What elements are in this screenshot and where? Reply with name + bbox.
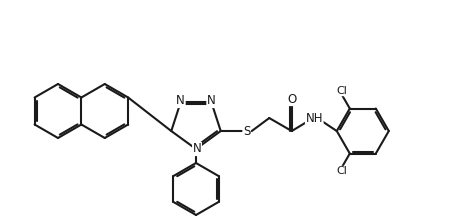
Text: N: N xyxy=(207,95,216,107)
Text: N: N xyxy=(193,142,201,155)
Text: NH: NH xyxy=(305,112,323,124)
Text: Cl: Cl xyxy=(336,166,347,176)
Text: S: S xyxy=(243,124,250,138)
Text: N: N xyxy=(176,95,185,107)
Text: O: O xyxy=(287,93,297,105)
Text: Cl: Cl xyxy=(336,86,347,96)
